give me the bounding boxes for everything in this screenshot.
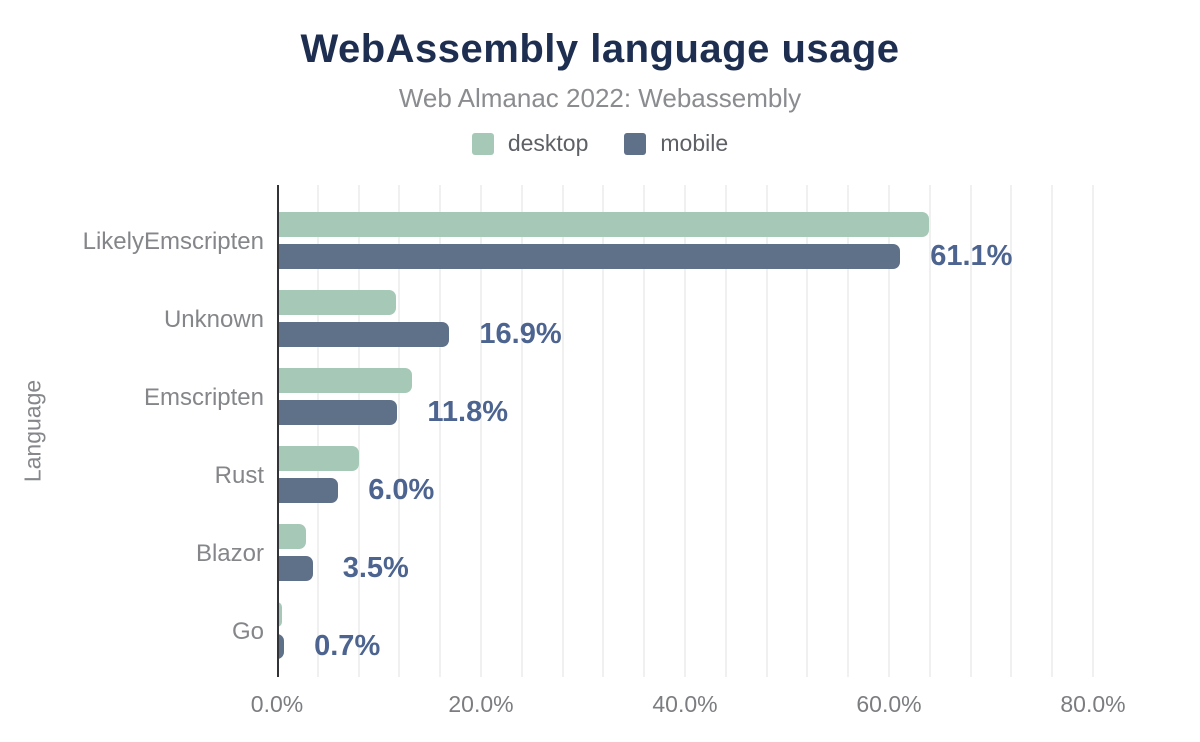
- chart-title: WebAssembly language usage: [300, 27, 900, 71]
- category-label: Emscripten: [143, 384, 264, 411]
- desktop-bar: [277, 211, 929, 237]
- bar-group-likelyemscripten: 61.1%: [277, 203, 1093, 281]
- mobile-bar-line: 11.8%: [277, 396, 1093, 429]
- category-label: Unknown: [163, 306, 264, 333]
- x-axis: 0.0% 20.0% 40.0% 60.0% 80.0%: [251, 677, 1126, 723]
- category-axis: LikelyEmscripten Unknown Emscripten Rust Bla…: [65, 185, 277, 723]
- value-label: 0.7%: [314, 629, 381, 662]
- gridline: [724, 185, 727, 677]
- bar-group-unknown: 16.9%: [277, 281, 1093, 359]
- value-label: 3.5%: [342, 551, 409, 584]
- x-tick-label: 20.0%: [448, 691, 514, 717]
- gridline: [888, 185, 890, 677]
- bar-rows: 61.1% 16.9% 11.8% 6.0% 3.5% 0.7%: [277, 185, 1093, 671]
- x-tick-label: 80.0%: [1060, 691, 1126, 717]
- gridline: [316, 185, 319, 677]
- legend-item-mobile: mobile: [624, 130, 728, 157]
- category-label: Rust: [214, 462, 264, 489]
- category-label: LikelyEmscripten: [82, 228, 264, 255]
- gridline: [969, 185, 972, 677]
- x-tick-label: 0.0%: [250, 691, 304, 717]
- gridline: [765, 185, 768, 677]
- category-label: Blazor: [195, 540, 264, 567]
- gridline: [1010, 185, 1013, 677]
- y-axis-line: [277, 185, 279, 677]
- gridline: [602, 185, 605, 677]
- legend: desktop mobile: [0, 130, 1200, 157]
- gridline: [684, 185, 686, 677]
- x-tick-label: 60.0%: [856, 691, 922, 717]
- mobile-bar: [277, 633, 285, 659]
- gridline: [643, 185, 646, 677]
- mobile-bar-line: 16.9%: [277, 318, 1093, 351]
- gridline: [806, 185, 809, 677]
- desktop-swatch-icon: [471, 132, 494, 155]
- mobile-swatch-icon: [624, 132, 647, 155]
- desktop-bar: [277, 367, 412, 393]
- plot-area: 61.1% 16.9% 11.8% 6.0% 3.5% 0.7%: [277, 185, 1094, 677]
- mobile-bar-line: 6.0%: [277, 474, 1093, 507]
- y-axis-label-column: Language: [0, 185, 65, 723]
- value-label: 11.8%: [427, 395, 508, 428]
- gridline: [847, 185, 850, 677]
- plot-wrap: 61.1% 16.9% 11.8% 6.0% 3.5% 0.7% 0.0% 20.0% 40.…: [251, 185, 1126, 723]
- mobile-bar: [277, 243, 901, 269]
- chart-subtitle: Web Almanac 2022: Webassembly: [398, 83, 802, 113]
- category-label: Go: [231, 618, 264, 645]
- value-label: 61.1%: [930, 239, 1013, 272]
- y-axis-title: Language: [19, 379, 45, 483]
- mobile-bar: [277, 477, 339, 503]
- gridline: [1051, 185, 1054, 677]
- chart-body: Language LikelyEmscripten Unknown Emscript…: [0, 185, 1200, 723]
- gridline: [520, 185, 523, 677]
- gridline: [357, 185, 360, 677]
- bar-group-emscripten: 11.8%: [277, 359, 1093, 437]
- gridline: [561, 185, 564, 677]
- x-tick-label: 40.0%: [652, 691, 718, 717]
- mobile-bar: [277, 555, 313, 581]
- bar-group-rust: 6.0%: [277, 437, 1093, 515]
- gridline: [1092, 185, 1094, 677]
- desktop-bar: [277, 445, 359, 471]
- mobile-bar: [277, 321, 450, 347]
- value-label: 16.9%: [479, 317, 562, 350]
- legend-item-desktop: desktop: [471, 130, 589, 157]
- desktop-bar: [277, 289, 397, 315]
- mobile-bar-line: 0.7%: [277, 630, 1093, 663]
- desktop-bar: [277, 523, 306, 549]
- gridline: [928, 185, 931, 677]
- gridline: [398, 185, 401, 677]
- legend-label-mobile: mobile: [660, 130, 729, 156]
- value-label: 6.0%: [368, 473, 435, 506]
- desktop-bar: [277, 601, 283, 627]
- mobile-bar-line: 61.1%: [277, 240, 1093, 273]
- gridline: [439, 185, 442, 677]
- mobile-bar-line: 3.5%: [277, 552, 1093, 585]
- legend-label-desktop: desktop: [507, 130, 589, 156]
- mobile-bar: [277, 399, 398, 425]
- gridline: [480, 185, 482, 677]
- bar-group-blazor: 3.5%: [277, 515, 1093, 593]
- bar-group-go: 0.7%: [277, 593, 1093, 671]
